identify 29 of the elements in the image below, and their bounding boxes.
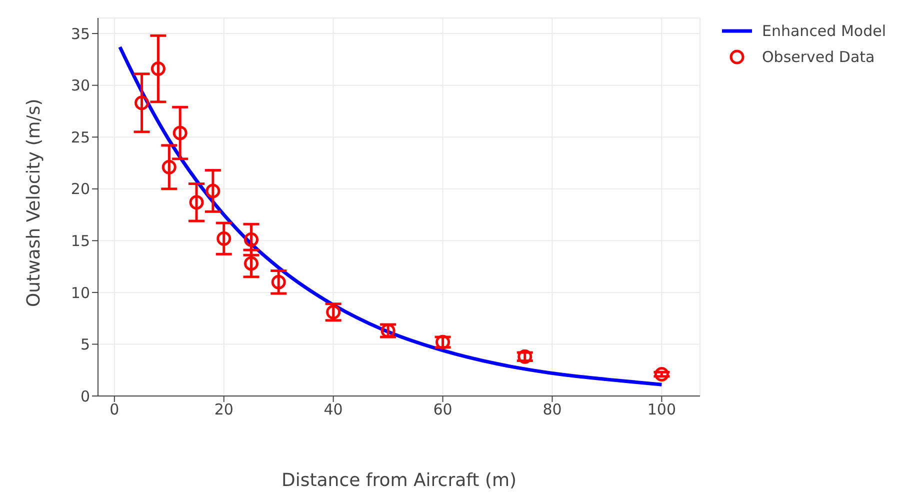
- point: [244, 256, 258, 271]
- x-tick-label: 100: [647, 400, 676, 419]
- point: [216, 231, 232, 246]
- x-axis-title: Distance from Aircraft (m): [281, 470, 517, 491]
- point: [189, 195, 204, 210]
- x-tick-label: 80: [542, 400, 562, 419]
- y-tick-label: 25: [70, 128, 90, 146]
- point: [654, 367, 669, 382]
- legend-label: Observed Data: [762, 48, 875, 66]
- point: [172, 126, 188, 140]
- point: [134, 96, 150, 110]
- legend-label: Enhanced Model: [762, 22, 886, 40]
- point: [162, 160, 176, 174]
- y-tick-label: 15: [70, 232, 90, 250]
- x-tick-label: 60: [433, 400, 452, 419]
- point: [206, 184, 220, 198]
- y-tick-label: 5: [80, 336, 90, 354]
- point: [150, 61, 166, 76]
- x-tick-label: 20: [214, 400, 234, 419]
- y-tick-label: 0: [80, 387, 90, 406]
- y-tick-label: 30: [70, 76, 90, 95]
- x-tick-label: 0: [110, 400, 120, 419]
- point: [244, 232, 258, 247]
- point: [271, 274, 286, 290]
- y-tick-label: 10: [70, 284, 90, 302]
- y-tick-label: 20: [70, 180, 90, 198]
- x-tick-label: 40: [324, 400, 343, 419]
- y-axis-title: Outwash Velocity (m/s): [23, 98, 44, 307]
- y-tick-label: 35: [70, 24, 90, 43]
